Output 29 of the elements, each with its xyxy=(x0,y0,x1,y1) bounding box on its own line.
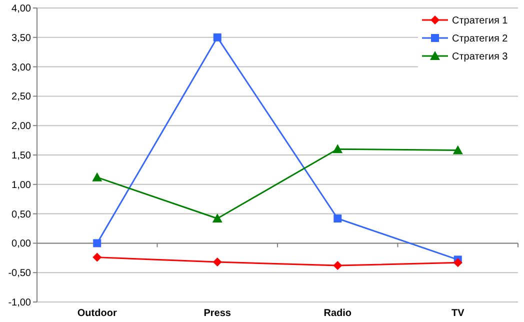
x-tick-label: TV xyxy=(451,308,465,319)
y-tick-label: 2,50 xyxy=(12,92,32,103)
point xyxy=(452,145,463,154)
y-tick-label: 0,00 xyxy=(12,238,32,250)
legend-label: Стратегия 3 xyxy=(452,52,508,62)
point xyxy=(92,172,102,182)
point xyxy=(213,33,222,42)
x-tick-label: Radio xyxy=(324,308,352,319)
y-tick-label: 2,00 xyxy=(12,121,32,132)
y-tick-label: -1,00 xyxy=(8,298,32,308)
y-tick-label: 3,50 xyxy=(12,32,32,44)
y-tick-label: 4,00 xyxy=(12,4,32,14)
y-tick-label: 3,00 xyxy=(12,62,32,74)
point xyxy=(93,239,102,248)
point xyxy=(453,258,462,268)
x-tick-label: Press xyxy=(204,308,232,319)
legend-label: Стратегия 2 xyxy=(452,34,508,44)
point xyxy=(92,252,102,262)
point xyxy=(333,261,342,270)
point xyxy=(334,214,342,223)
point xyxy=(212,258,222,267)
y-tick-label: 1,00 xyxy=(12,180,32,191)
x-tick-label: Outdoor xyxy=(77,308,117,319)
legend-label: Стратегия 1 xyxy=(452,16,508,26)
y-tick-label: -0,50 xyxy=(8,268,32,280)
point xyxy=(212,214,222,223)
y-tick-label: 0,50 xyxy=(12,209,32,220)
point xyxy=(332,144,343,154)
y-tick-label: 1,50 xyxy=(12,150,32,162)
